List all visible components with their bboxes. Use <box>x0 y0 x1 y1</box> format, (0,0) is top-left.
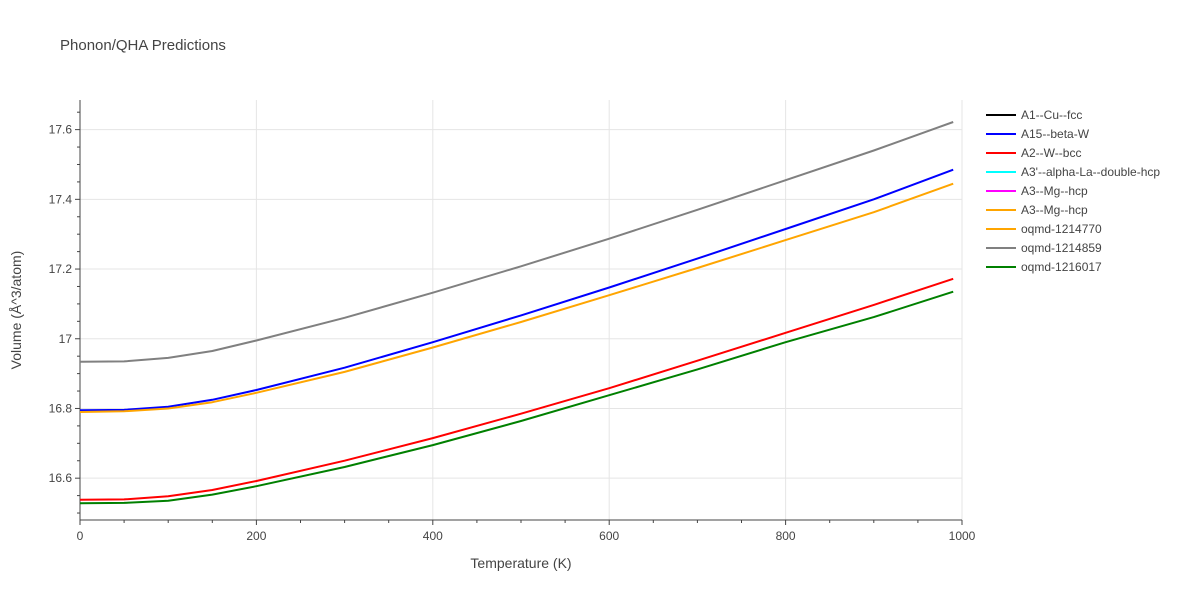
legend-label: A3--Mg--hcp <box>1021 203 1088 217</box>
legend-label: A1--Cu--fcc <box>1021 108 1082 122</box>
x-axis-title: Temperature (K) <box>470 555 571 571</box>
y-axis-title: Volume (Å^3/atom) <box>8 251 24 370</box>
y-tick-label: 16.8 <box>49 401 73 415</box>
legend-label: A15--beta-W <box>1021 127 1090 141</box>
series-line-oqmd-1214859 <box>79 121 954 363</box>
series-line-a15-beta-w <box>79 168 954 412</box>
legend-item: oqmd-1214770 <box>986 222 1102 236</box>
chart-title: Phonon/QHA Predictions <box>60 37 226 54</box>
x-tick-label: 1000 <box>949 529 976 543</box>
x-tick-label: 800 <box>776 529 796 543</box>
series-line-a3-mg-hcp <box>79 182 954 413</box>
tick-labels: 0 200 400 600 800 1000 16.6 16.8 17 17.2 17.4 17.6 <box>49 123 976 543</box>
plot-area <box>79 121 954 505</box>
legend-label: A3--Mg--hcp <box>1021 184 1088 198</box>
legend-item: A3--Mg--hcp <box>986 184 1088 198</box>
x-tick-label: 200 <box>246 529 266 543</box>
y-tick-label: 16.6 <box>49 471 73 485</box>
legend-label: oqmd-1216017 <box>1021 260 1102 274</box>
x-tick-label: 0 <box>77 529 84 543</box>
legend-label: A3'--alpha-La--double-hcp <box>1021 165 1160 179</box>
legend-item: oqmd-1216017 <box>986 260 1102 274</box>
y-tick-label: 17.2 <box>49 262 73 276</box>
x-tick-label: 600 <box>599 529 619 543</box>
legend-label: oqmd-1214770 <box>1021 222 1102 236</box>
series-line-a2-w-bcc <box>79 277 954 501</box>
legend-label: A2--W--bcc <box>1021 146 1081 160</box>
legend-item: A1--Cu--fcc <box>986 108 1082 122</box>
gridlines <box>80 100 963 520</box>
y-tick-label: 17 <box>59 332 73 346</box>
series-line-oqmd-1216017 <box>79 290 954 505</box>
x-tick-label: 400 <box>423 529 443 543</box>
legend-item: A3'--alpha-La--double-hcp <box>986 165 1160 179</box>
legend-item: oqmd-1214859 <box>986 241 1102 255</box>
legend-item: A2--W--bcc <box>986 146 1081 160</box>
legend-item: A3--Mg--hcp <box>986 203 1088 217</box>
y-tick-label: 17.4 <box>49 192 73 206</box>
legend-label: oqmd-1214859 <box>1021 241 1102 255</box>
axes <box>75 100 963 525</box>
legend: A1--Cu--fcc A15--beta-W A2--W--bcc A3'--alp… <box>986 108 1160 274</box>
legend-item: A15--beta-W <box>986 127 1090 141</box>
y-tick-label: 17.6 <box>49 123 73 137</box>
